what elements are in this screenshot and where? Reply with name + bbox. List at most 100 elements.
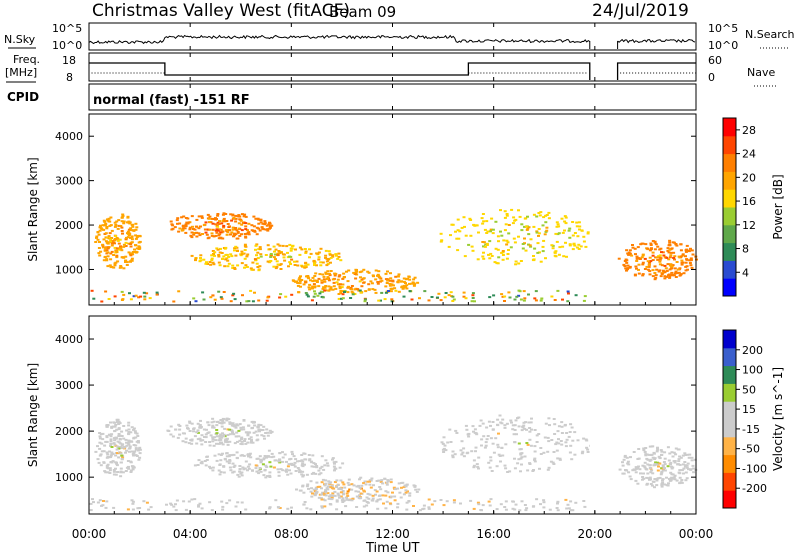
power-echo-cell (200, 215, 204, 218)
power-echo-cell (126, 236, 130, 239)
velocity-echo-cell (673, 474, 677, 477)
velocity-echo-cell (498, 414, 502, 417)
power-echo-cell (317, 251, 321, 254)
power-near-range-cell (143, 295, 147, 298)
velocity-echo-cell (234, 426, 238, 429)
velocity-near-range-cell (309, 508, 313, 511)
power-echo-cell (536, 251, 540, 254)
power-near-range-cell (377, 299, 381, 302)
velocity-echo-cell (634, 466, 638, 469)
velocity-echo-cell (678, 469, 682, 472)
velocity-near-range-cell (452, 499, 456, 502)
velocity-echo-cell (556, 430, 560, 433)
power-echo-cell (666, 263, 670, 266)
velocity-echo-cell (688, 453, 692, 456)
power-echo-cell (526, 215, 529, 218)
velocity-echo-cell (659, 473, 663, 476)
power-echo-cell (210, 234, 214, 237)
power-echo-cell (328, 274, 332, 277)
velocity-echo-cell (415, 490, 419, 493)
velocity-echo-cell (133, 450, 137, 453)
velocity-echo-cell (333, 467, 337, 470)
velocity-echo-cell (658, 476, 662, 479)
velocity-colorbar-frame (722, 329, 737, 509)
power-near-range-cell (501, 295, 505, 298)
power-near-range-cell (229, 300, 233, 303)
power-echo-cell (641, 261, 645, 264)
power-echo-cell (302, 283, 306, 286)
power-echo-cell (194, 257, 198, 260)
power-near-range-cell (464, 297, 468, 300)
velocity-echo-cell (393, 495, 397, 498)
velocity-echo-cell (622, 472, 626, 475)
velocity-echo-cell (303, 452, 307, 455)
power-echo-cell (562, 255, 566, 258)
velocity-echo-cell (341, 497, 345, 500)
velocity-echo-cell (674, 453, 678, 456)
power-echo-cell (564, 241, 567, 244)
velocity-near-range-cell (405, 508, 409, 511)
power-echo-cell (279, 268, 283, 270)
velocity-ytick-label: 1000 (55, 471, 83, 484)
velocity-echo-cell (100, 442, 104, 445)
power-echo-cell (195, 231, 199, 234)
velocity-echo-cell (660, 450, 664, 453)
velocity-echo-cell (284, 469, 288, 472)
power-echo-cell (396, 281, 400, 284)
power-echo-cell (402, 277, 406, 280)
velocity-echo-cell (102, 450, 106, 453)
power-near-range-cell (312, 295, 316, 298)
power-echo-cell (477, 231, 480, 234)
power-echo-cell (500, 234, 504, 237)
power-echo-cell (654, 256, 658, 259)
velocity-echo-cell (538, 467, 541, 470)
velocity-echo-cell (211, 440, 215, 443)
power-echo-cell (655, 268, 659, 271)
velocity-echo-cell (281, 460, 285, 463)
velocity-echo-cell (110, 446, 114, 448)
power-echo-cell (328, 253, 332, 256)
velocity-echo-cell (517, 442, 521, 445)
velocity-echo-cell (547, 440, 551, 443)
velocity-echo-cell (323, 464, 327, 467)
velocity-echo-cell (231, 431, 235, 434)
power-echo-cell (258, 229, 262, 232)
velocity-echo-cell (341, 490, 345, 492)
velocity-near-range-cell (362, 505, 366, 508)
power-echo-cell (272, 265, 276, 268)
power-echo-cell (334, 287, 338, 290)
power-near-range-cell (436, 296, 439, 299)
velocity-echo-cell (226, 443, 230, 446)
velocity-near-range-cell (170, 503, 174, 506)
velocity-near-range-cell (407, 500, 411, 503)
velocity-echo-cell (114, 467, 117, 470)
velocity-echo-cell (112, 469, 116, 471)
velocity-echo-cell (491, 428, 495, 431)
power-colorbar-swatch (723, 242, 736, 261)
velocity-echo-cell (624, 469, 628, 472)
power-echo-cell (541, 245, 545, 248)
velocity-echo-cell (568, 431, 572, 433)
power-near-range-cell (503, 295, 507, 298)
power-echo-cell (206, 263, 210, 265)
power-echo-cell (502, 239, 506, 242)
velocity-echo-cell (199, 439, 203, 442)
power-echo-cell (229, 233, 232, 236)
power-near-range-cell (567, 292, 570, 295)
velocity-echo-cell (315, 490, 319, 493)
velocity-echo-cell (467, 435, 471, 438)
power-echo-cell (105, 249, 109, 252)
power-echo-cell (388, 279, 392, 282)
nsearch-label: N.Search (745, 28, 795, 41)
velocity-echo-cell (297, 468, 301, 471)
velocity-echo-cell (208, 441, 212, 443)
velocity-echo-cell (529, 421, 533, 424)
velocity-near-range-cell (365, 504, 369, 507)
velocity-echo-cell (169, 425, 173, 428)
power-echo-cell (216, 248, 220, 251)
velocity-echo-cell (369, 479, 373, 482)
velocity-echo-cell (649, 478, 652, 481)
power-echo-cell (470, 245, 474, 248)
power-echo-cell (98, 254, 102, 257)
power-echo-cell (243, 266, 246, 269)
